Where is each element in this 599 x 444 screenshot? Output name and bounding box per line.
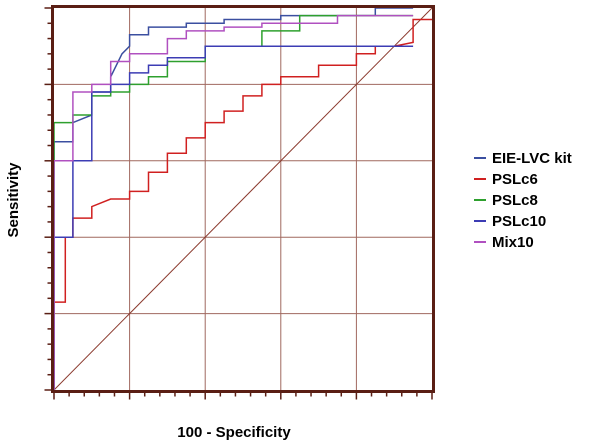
legend-label-pslc8: PSLc8 <box>492 192 538 209</box>
axis-ticks <box>44 7 433 400</box>
series-line-pslc10 <box>53 45 414 390</box>
x-axis-title: 100 - Specificity <box>177 424 291 441</box>
diagonal-reference <box>53 7 433 391</box>
series-line-pslc6 <box>53 18 432 390</box>
plot-border <box>51 5 435 393</box>
series-line-eie-lvc-kit <box>53 7 414 390</box>
plot-frame <box>51 5 435 393</box>
legend-label-pslc6: PSLc6 <box>492 171 538 188</box>
series-line-pslc8 <box>53 14 414 390</box>
grid-lines <box>54 8 432 390</box>
legend-label-mix10: Mix10 <box>492 234 534 251</box>
y-axis-title: Sensitivity <box>5 162 22 238</box>
legend-label-pslc10: PSLc10 <box>492 213 546 230</box>
series-line-mix10 <box>53 14 414 390</box>
diagonal-line <box>53 7 433 391</box>
legend-label-eie-lvc-kit: EIE-LVC kit <box>492 150 572 167</box>
legend: EIE-LVC kit PSLc6 PSLc8 PSLc10 Mix10 <box>474 150 572 251</box>
series-lines <box>53 7 432 390</box>
